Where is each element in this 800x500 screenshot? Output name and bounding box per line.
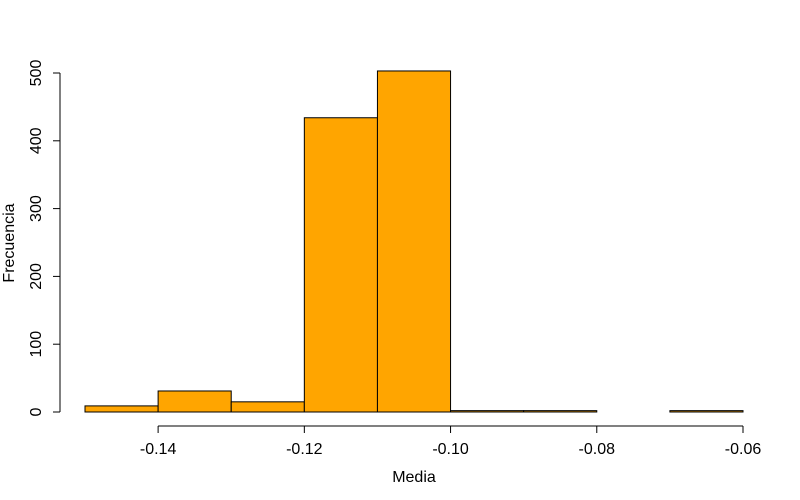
x-tick-label-1: -0.12 [286,441,323,458]
x-tick-label-4: -0.06 [725,441,762,458]
histogram-bar-3 [303,117,378,413]
y-tick-label-0: 0 [28,407,45,416]
x-axis-label: Media [392,469,436,486]
y-tick-label-1: 100 [28,331,45,358]
histogram-bar-4 [376,70,452,413]
y-axis-label: Frecuencia [1,203,18,282]
y-tick-label-4: 400 [28,127,45,154]
histogram-bar-0 [84,405,159,413]
x-tick-label-0: -0.14 [140,441,177,458]
x-tick-label-3: -0.08 [579,441,616,458]
x-axis: -0.14 -0.12 -0.10 -0.08 -0.06 [140,425,762,458]
histogram-bar-2 [230,401,305,413]
histogram-bar-1 [157,390,232,413]
y-tick-label-2: 200 [28,263,45,290]
y-tick-label-3: 300 [28,195,45,222]
histogram-bars [84,70,744,413]
y-tick-label-5: 500 [28,60,45,87]
histogram-bar-5 [450,410,525,413]
histogram-bar-8 [669,410,744,413]
y-axis: 0 100 200 300 400 500 [28,60,61,416]
x-tick-label-2: -0.10 [432,441,469,458]
histogram-bar-6 [523,410,598,413]
